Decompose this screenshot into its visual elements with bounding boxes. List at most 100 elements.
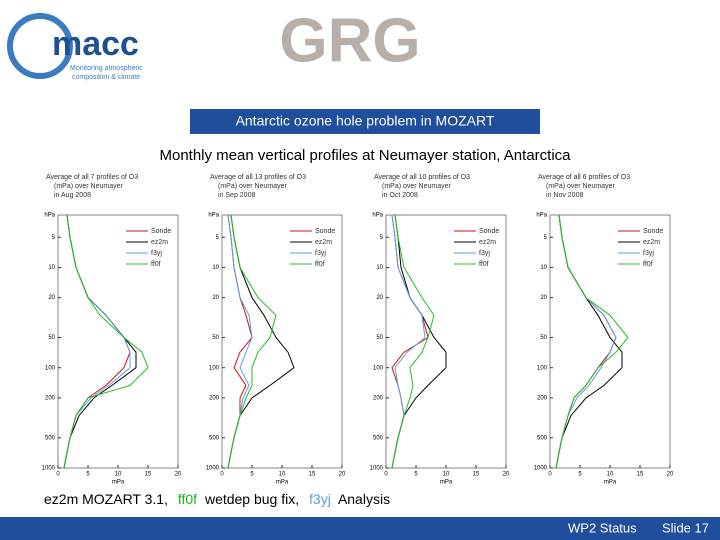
logo-ring	[7, 13, 73, 79]
legend-label: ff0f	[643, 261, 653, 268]
x-tick-label: 5	[250, 472, 254, 478]
y-tick-label: 20	[540, 295, 547, 301]
x-tick-label: 15	[637, 472, 644, 478]
y-tick-label: 50	[540, 335, 547, 341]
y-tick-label: 5	[52, 235, 56, 241]
x-tick-label: 0	[548, 472, 552, 478]
footer-slide: Slide 17	[662, 520, 709, 535]
plot-frame	[385, 214, 507, 469]
x-tick-label: 20	[339, 472, 346, 478]
x-axis-label: mPa	[604, 480, 617, 486]
x-tick-label: 5	[578, 472, 582, 478]
x-tick-label: 5	[86, 472, 90, 478]
chart-title: Average of all 10 profiles of O3	[374, 174, 470, 181]
y-unit: hPa	[536, 213, 547, 219]
x-tick-label: 10	[607, 472, 614, 478]
y-tick-label: 500	[373, 435, 384, 441]
y-tick-label: 5	[380, 235, 384, 241]
legend-label: Sonde	[643, 228, 663, 235]
plot-frame	[549, 214, 671, 469]
chart-title: in Aug 2008	[54, 192, 91, 199]
legend-label: ez2m	[643, 239, 660, 246]
legend-label: Sonde	[315, 228, 335, 235]
caption-part: Analysis	[338, 491, 390, 507]
x-tick-label: 10	[279, 472, 286, 478]
chart-title: (mPa) over Neumayer	[54, 183, 124, 190]
legend-label: f3yj	[479, 250, 490, 257]
caption-part: ff0f	[178, 491, 197, 507]
legend-label: ez2m	[479, 239, 496, 246]
slide-title: Antarctic ozone hole problem in MOZART	[236, 113, 495, 129]
logo-tagline: Monitoring atmospheric	[70, 65, 143, 72]
y-tick-label: 5	[216, 235, 220, 241]
y-tick-label: 100	[209, 365, 220, 371]
x-tick-label: 0	[384, 472, 388, 478]
legend-label: ff0f	[151, 261, 161, 268]
y-tick-label: 1000	[370, 466, 384, 472]
caption-part: ez2m MOZART 3.1,	[44, 491, 168, 507]
y-tick-label: 20	[376, 295, 383, 301]
chart-title: in Nov 2008	[546, 192, 583, 199]
chart-title: Average of all 7 profiles of O3	[46, 174, 138, 181]
y-tick-label: 20	[48, 295, 55, 301]
y-tick-label: 10	[540, 265, 547, 271]
y-tick-label: 20	[212, 295, 219, 301]
chart-title: in Oct 2008	[382, 192, 418, 199]
y-tick-label: 1000	[206, 466, 220, 472]
plot-frame	[221, 214, 343, 469]
x-tick-label: 15	[309, 472, 316, 478]
legend-label: ff0f	[479, 261, 489, 268]
y-tick-label: 100	[45, 365, 56, 371]
legend-label: f3yj	[643, 250, 654, 257]
y-unit: hPa	[372, 213, 383, 219]
x-tick-label: 10	[443, 472, 450, 478]
legend-label: Sonde	[479, 228, 499, 235]
x-tick-label: 20	[503, 472, 510, 478]
chart-title: Average of all 13 profiles of O3	[210, 174, 306, 181]
caption-part: f3yj	[309, 491, 331, 507]
y-tick-label: 500	[209, 435, 220, 441]
legend-label: Sonde	[151, 228, 171, 235]
x-tick-label: 0	[220, 472, 224, 478]
y-tick-label: 10	[212, 265, 219, 271]
y-tick-label: 10	[376, 265, 383, 271]
y-tick-label: 200	[209, 395, 220, 401]
x-axis-label: mPa	[276, 480, 289, 486]
chart-title: (mPa) over Neumayer	[546, 183, 616, 190]
caption-part: wetdep bug fix,	[204, 491, 299, 507]
profile-line	[63, 214, 149, 469]
footer-bar	[0, 517, 720, 540]
x-tick-label: 20	[175, 472, 182, 478]
legend-label: f3yj	[315, 250, 326, 257]
legend-label: ez2m	[315, 239, 332, 246]
y-tick-label: 100	[373, 365, 384, 371]
y-tick-label: 50	[212, 335, 219, 341]
x-tick-label: 15	[473, 472, 480, 478]
chart-title: (mPa) over Neumayer	[218, 183, 288, 190]
y-tick-label: 10	[48, 265, 55, 271]
caption: ez2m MOZART 3.1, ff0f wetdep bug fix, f3…	[44, 491, 390, 507]
chart-title: in Sep 2008	[218, 192, 255, 199]
chart-title: Average of all 6 profiles of O3	[538, 174, 630, 181]
y-tick-label: 100	[537, 365, 548, 371]
title-box	[190, 109, 540, 134]
legend-label: ff0f	[315, 261, 325, 268]
y-tick-label: 5	[544, 235, 548, 241]
x-tick-label: 20	[667, 472, 674, 478]
plot-frame	[57, 214, 179, 469]
slide-subtitle: Monthly mean vertical profiles at Neumay…	[159, 147, 571, 164]
x-tick-label: 5	[414, 472, 418, 478]
y-tick-label: 500	[537, 435, 548, 441]
y-unit: hPa	[208, 213, 219, 219]
logo-tagline: composition & climate	[72, 74, 140, 81]
y-tick-label: 1000	[534, 466, 548, 472]
profile-line	[391, 214, 435, 469]
legend-label: ez2m	[151, 239, 168, 246]
y-tick-label: 500	[45, 435, 56, 441]
legend-label: f3yj	[151, 250, 162, 257]
y-tick-label: 200	[373, 395, 384, 401]
x-tick-label: 10	[115, 472, 122, 478]
y-tick-label: 50	[376, 335, 383, 341]
